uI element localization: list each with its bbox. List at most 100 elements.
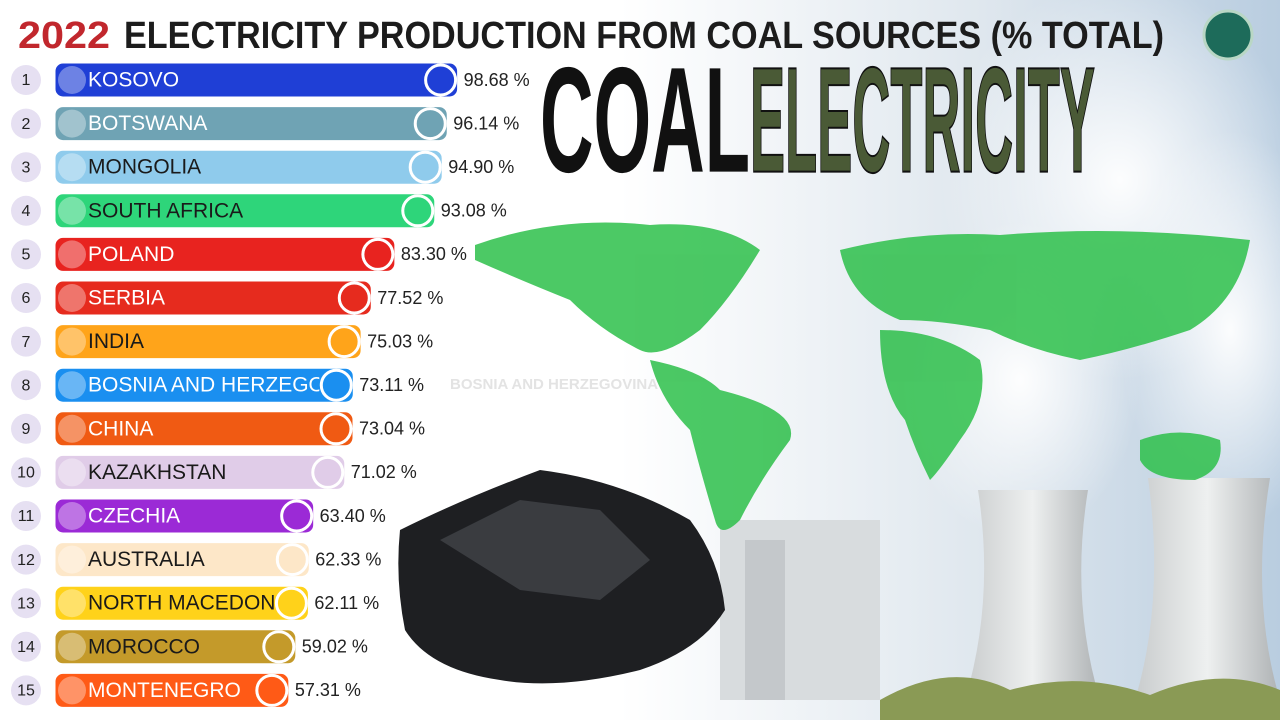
emblem (58, 327, 86, 356)
rank-label: 7 (22, 334, 31, 351)
value-label: 59.02 % (302, 637, 368, 657)
category-label: SERBIA (88, 287, 165, 310)
value-label: 93.08 % (441, 201, 507, 221)
category-label: CHINA (88, 417, 153, 440)
rank-label: 12 (17, 552, 35, 569)
flag-icon (413, 107, 447, 141)
value-label: 57.31 % (295, 680, 361, 700)
chart-title: ELECTRICITY PRODUCTION FROM COAL SOURCES… (124, 15, 1164, 57)
value-label: 96.14 % (453, 113, 519, 133)
rank-label: 6 (22, 290, 31, 307)
bar (54, 629, 297, 665)
category-label: MONGOLIA (88, 156, 201, 179)
year-label: 2022 (18, 15, 110, 57)
rank-label: 15 (17, 683, 35, 700)
rank-badge (11, 501, 41, 531)
overlay-title: ELECTRICITY (750, 36, 1095, 204)
flag-icon (280, 499, 314, 533)
rank-label: 3 (22, 159, 31, 176)
emblem (58, 109, 86, 138)
flag-icon (311, 455, 345, 489)
value-label: 62.33 % (315, 549, 381, 569)
emblem (58, 545, 86, 574)
emblem (58, 371, 86, 400)
rank-badge (11, 283, 41, 313)
bar (54, 280, 372, 316)
flag-icon (319, 368, 353, 402)
rank-label: 8 (22, 377, 31, 394)
bar (54, 367, 354, 403)
overlay-title: COAL (540, 36, 750, 204)
rank-badge (11, 152, 41, 183)
rank-badge (11, 195, 41, 226)
category-label: SOUTH AFRICA (88, 199, 243, 222)
flag-icon (361, 237, 395, 271)
value-label: 94.90 % (448, 157, 514, 177)
emblem (58, 153, 86, 182)
bar (54, 585, 309, 621)
rank-label: 5 (22, 247, 31, 264)
flag-icon (327, 325, 361, 359)
flag-icon (274, 586, 308, 620)
bar (54, 672, 290, 708)
bar (54, 62, 459, 98)
emblem (58, 414, 86, 443)
value-label: 71.02 % (351, 462, 417, 482)
emblem (58, 196, 86, 225)
emblem (58, 284, 86, 312)
flag-icon (262, 630, 296, 664)
emblem (58, 458, 86, 487)
category-label: MONTENEGRO (88, 679, 241, 702)
rank-badge (11, 370, 41, 401)
bar (54, 454, 346, 490)
category-label: NORTH MACEDONIA (88, 592, 295, 615)
rank-label: 1 (22, 72, 31, 89)
emblem (58, 66, 86, 94)
category-label: KOSOVO (88, 69, 179, 92)
flag-icon (337, 281, 371, 315)
value-label: 63.40 % (320, 506, 386, 526)
category-label: KAZAKHSTAN (88, 461, 226, 484)
bar (54, 498, 315, 534)
rank-label: 10 (17, 465, 35, 482)
rank-label: 9 (22, 421, 31, 438)
flag-icon (275, 543, 309, 577)
bar (54, 149, 443, 185)
rank-label: 4 (22, 203, 31, 220)
background-scene (398, 0, 1280, 720)
bar (54, 193, 436, 229)
rank-label: 2 (22, 116, 31, 133)
bar (54, 542, 310, 578)
bar (54, 411, 354, 447)
category-label: CZECHIA (88, 505, 180, 528)
flag-icon (401, 194, 435, 228)
emblem (58, 240, 86, 269)
category-label: INDIA (88, 330, 144, 353)
value-label: 98.68 % (464, 70, 530, 90)
emblem (58, 589, 86, 618)
category-label: POLAND (88, 243, 174, 266)
rank-badge (11, 65, 41, 95)
value-label: 77.52 % (377, 288, 443, 308)
bar (54, 106, 448, 142)
value-label: 62.11 % (314, 593, 379, 613)
rank-label: 13 (17, 595, 35, 612)
emblem (58, 632, 86, 661)
category-label: BOTSWANA (88, 112, 207, 135)
rank-label: 11 (18, 508, 35, 525)
rank-badge (11, 675, 41, 706)
rank-badge (11, 588, 41, 619)
bar (54, 236, 396, 272)
value-label: 73.11 % (359, 375, 424, 395)
value-label: 75.03 % (367, 331, 433, 351)
rank-badge (11, 326, 41, 357)
emblem (58, 676, 86, 705)
flag-icon (408, 150, 442, 184)
category-label: BOSNIA AND HERZEGOVINA (88, 374, 374, 397)
rank-badge (11, 108, 41, 139)
flag-icon (319, 412, 353, 446)
rank-badge (11, 413, 41, 444)
bars: 1 KOSOVO 98.68 % 2 BOTSWANA 96.14 % 3 MONGOLIA 9… (11, 62, 530, 708)
rank-label: 14 (17, 639, 35, 656)
